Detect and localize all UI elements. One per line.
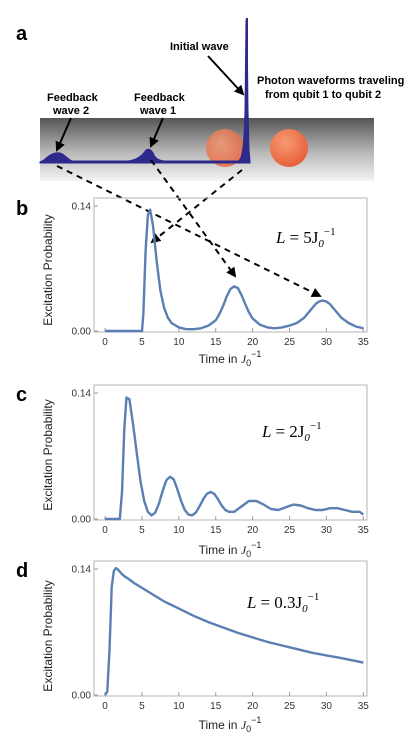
series-line-d — [104, 566, 364, 696]
x-ticks-c: 0 5 10 15 20 25 30 35 — [102, 516, 369, 536]
x-axis-title-d: Time in J0−1 — [199, 715, 262, 734]
series-line-b — [105, 208, 364, 333]
x-tick-label: 20 — [247, 337, 259, 348]
y-tick-label: 0.14 — [72, 389, 92, 400]
x-tick-label: 25 — [284, 525, 296, 536]
x-tick-label: 20 — [247, 701, 259, 712]
arrow-feedback-wave-1 — [149, 117, 164, 148]
label-photon-line2: from qubit 1 to qubit 2 — [265, 89, 381, 101]
x-tick-label: 15 — [210, 701, 222, 712]
x-tick-label: 0 — [102, 525, 108, 536]
equation-c: L = 2J0−1 — [261, 420, 322, 444]
label-feedback-wave-2-line1: Feedback — [47, 92, 99, 104]
label-feedback-wave-1-line1: Feedback — [134, 92, 186, 104]
label-feedback-wave-1-line2: wave 1 — [139, 105, 176, 117]
connector-arrows — [56, 159, 322, 297]
panel-b: b Excitation Probability 0.00 0.14 0 5 10 15… — [16, 197, 369, 368]
panel-letter-b: b — [16, 198, 28, 220]
plot-frame-d — [93, 560, 368, 697]
y-axis-title-c: Excitation Probability — [41, 399, 55, 510]
x-tick-label: 25 — [284, 337, 296, 348]
x-tick-label: 35 — [358, 701, 370, 712]
x-tick-label: 30 — [321, 525, 333, 536]
y-ticks-b: 0.00 0.14 — [72, 202, 98, 338]
x-axis-title-b: Time in J0−1 — [199, 349, 262, 368]
panel-a: a Initial wave Feedback wave 1 Feedback … — [16, 18, 404, 181]
y-tick-label: 0.14 — [72, 565, 92, 576]
dashed-arrow-initial — [150, 169, 243, 244]
x-tick-label: 15 — [210, 337, 222, 348]
x-tick-label: 25 — [284, 701, 296, 712]
y-tick-label: 0.14 — [72, 202, 92, 213]
panel-letter-c: c — [16, 384, 27, 406]
y-axis-title-b: Excitation Probability — [41, 214, 55, 325]
y-axis-title-d: Excitation Probability — [41, 580, 55, 691]
x-tick-label: 10 — [173, 337, 185, 348]
x-tick-label: 10 — [173, 525, 185, 536]
series-line-c — [105, 396, 365, 521]
y-ticks-d: 0.00 0.14 — [72, 565, 98, 702]
x-tick-label: 0 — [102, 701, 108, 712]
qubit-2 — [270, 129, 308, 167]
panel-letter-a: a — [16, 23, 28, 45]
x-tick-label: 30 — [321, 701, 333, 712]
label-photon-line1: Photon waveforms traveling — [257, 75, 404, 87]
arrow-initial-wave — [207, 55, 245, 96]
x-tick-label: 15 — [210, 525, 222, 536]
panel-c: c Excitation Probability 0.00 0.14 0 5 10 15… — [16, 384, 369, 559]
x-tick-label: 5 — [139, 337, 145, 348]
x-tick-label: 10 — [173, 701, 185, 712]
x-tick-label: 20 — [247, 525, 259, 536]
x-tick-label: 30 — [321, 337, 333, 348]
y-tick-label: 0.00 — [72, 327, 92, 338]
panel-letter-d: d — [16, 560, 28, 582]
equation-d: L = 0.3J0−1 — [246, 591, 319, 615]
label-feedback-wave-2-line2: wave 2 — [52, 105, 89, 117]
x-ticks-d: 0 5 10 15 20 25 30 35 — [102, 692, 369, 712]
plot-frame-c — [93, 384, 368, 521]
label-initial-wave: Initial wave — [170, 41, 229, 53]
dashed-arrow-feedback-1 — [150, 159, 237, 278]
x-tick-label: 35 — [358, 525, 370, 536]
y-tick-label: 0.00 — [72, 691, 92, 702]
y-ticks-c: 0.00 0.14 — [72, 389, 98, 526]
photon-waveform — [39, 19, 251, 164]
x-tick-label: 5 — [139, 525, 145, 536]
x-tick-label: 0 — [102, 337, 108, 348]
y-tick-label: 0.00 — [72, 515, 92, 526]
plot-frame-b — [93, 197, 368, 333]
dashed-arrow-feedback-2 — [56, 165, 322, 297]
panel-d: d Excitation Probability 0.00 0.14 0 5 10 15… — [16, 560, 369, 734]
equation-b: L = 5J0−1 — [275, 226, 336, 250]
x-axis-title-c: Time in J0−1 — [199, 540, 262, 559]
qubit-1 — [206, 129, 244, 167]
x-tick-label: 5 — [139, 701, 145, 712]
x-ticks-b: 0 5 10 15 20 25 30 35 — [102, 328, 369, 348]
x-tick-label: 35 — [358, 337, 370, 348]
arrow-feedback-wave-2 — [55, 117, 72, 152]
